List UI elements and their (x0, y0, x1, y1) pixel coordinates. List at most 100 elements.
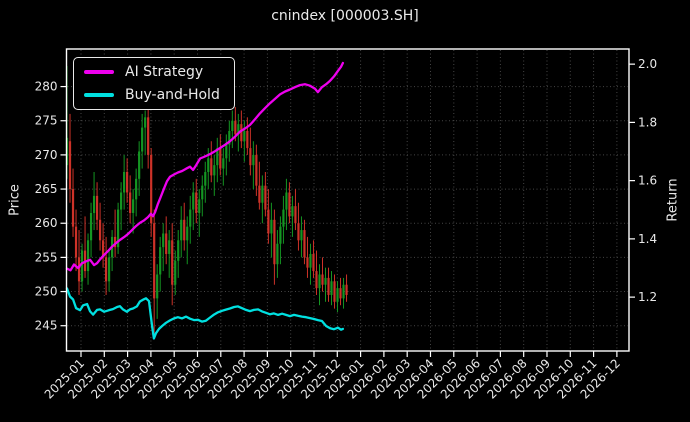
candle-body (174, 260, 177, 285)
candle-body (192, 192, 195, 210)
candle-body (86, 240, 90, 272)
chart-title: cnindex [000003.SH] (271, 8, 419, 24)
price-tick-label: 280 (35, 80, 58, 94)
candle-body (219, 148, 222, 169)
candle-body (74, 226, 78, 258)
candle-body (312, 253, 315, 272)
candle-body (162, 233, 165, 248)
candle-body (252, 154, 255, 166)
candle-body (285, 192, 288, 210)
candle-body (309, 253, 312, 268)
candle-body (177, 240, 180, 261)
price-tick-label: 275 (35, 114, 58, 128)
candle-body (80, 250, 84, 282)
candle-body (345, 284, 348, 295)
candle-body (147, 117, 150, 155)
candle-body (291, 206, 294, 217)
candle-body (77, 257, 81, 282)
candle-body (276, 243, 279, 265)
axis-ticks (60, 63, 635, 357)
candle-body (339, 288, 342, 299)
candle-body (267, 209, 270, 234)
legend: AI Strategy Buy-and-Hold (73, 57, 235, 110)
legend-label: AI Strategy (125, 64, 204, 80)
candle-body (216, 148, 219, 166)
candle-body (330, 281, 333, 295)
candle-body (243, 130, 246, 142)
candle-body (240, 124, 243, 142)
candle-body (104, 257, 108, 282)
price-tick-label: 260 (35, 216, 58, 230)
legend-label: Buy-and-Hold (125, 87, 220, 103)
candle-body (207, 158, 210, 172)
ai-strategy-line (65, 61, 345, 272)
candle-body (225, 144, 228, 159)
candle-body (101, 240, 105, 258)
candle-body (198, 199, 201, 213)
ai-strategy-line-swatch (84, 70, 114, 74)
candle-body (258, 185, 261, 203)
candle-body (342, 284, 345, 299)
candle-body (264, 185, 267, 210)
candle-body (126, 171, 129, 193)
return-tick-label: 1.6 (638, 174, 657, 188)
candle-body (315, 271, 318, 289)
candle-body (228, 130, 231, 145)
candle-body (282, 209, 285, 227)
legend-item-ai-strategy: AI Strategy (84, 64, 220, 80)
candle-body (129, 192, 132, 213)
price-tick-label: 245 (35, 319, 58, 333)
candle-body (321, 274, 324, 285)
candle-body (68, 141, 72, 190)
candle-body (138, 151, 141, 179)
candle-body (255, 154, 258, 186)
candle-body (71, 189, 75, 227)
candle-body (156, 274, 159, 299)
candle-body (120, 192, 123, 210)
candle-body (303, 230, 306, 258)
candle-body (324, 277, 327, 285)
candle-body (107, 257, 111, 282)
candle-body (237, 124, 240, 135)
candle-body (114, 236, 117, 248)
price-tick-label: 250 (35, 285, 58, 299)
candle-body (213, 165, 216, 176)
candle-body (92, 195, 96, 213)
candle-body (117, 209, 120, 248)
candle-body (183, 219, 186, 241)
candle-body (336, 288, 339, 302)
candle-body (165, 233, 168, 254)
candle-body (171, 240, 174, 285)
return-tick-label: 1.2 (638, 290, 657, 304)
price-tick-label: 255 (35, 250, 58, 264)
candle-body (150, 154, 153, 224)
candle-body (201, 185, 204, 200)
candle-body (327, 277, 330, 295)
candle-body (186, 226, 189, 241)
candle-body (333, 281, 336, 302)
candle-body (135, 178, 138, 200)
buy-and-hold-line-swatch (84, 93, 114, 97)
candle-body (279, 226, 282, 244)
candle-body (270, 219, 273, 234)
candle-body (246, 130, 249, 149)
candle-body (231, 120, 234, 131)
candle-body (318, 274, 321, 289)
price-tick-label: 270 (35, 148, 58, 162)
candle-body (300, 230, 303, 241)
candle-body (89, 212, 93, 241)
candle-body (144, 117, 147, 128)
candle-body (294, 206, 297, 224)
candle-body (195, 192, 198, 213)
candle-body (204, 171, 207, 186)
candle-body (234, 120, 237, 135)
plot-border (65, 48, 630, 352)
candle-body (98, 219, 102, 241)
candle-body (288, 192, 291, 217)
candle-body (222, 158, 225, 169)
candle-body (261, 185, 264, 203)
candle-body (95, 195, 99, 220)
return-tick-label: 2.0 (638, 57, 657, 71)
